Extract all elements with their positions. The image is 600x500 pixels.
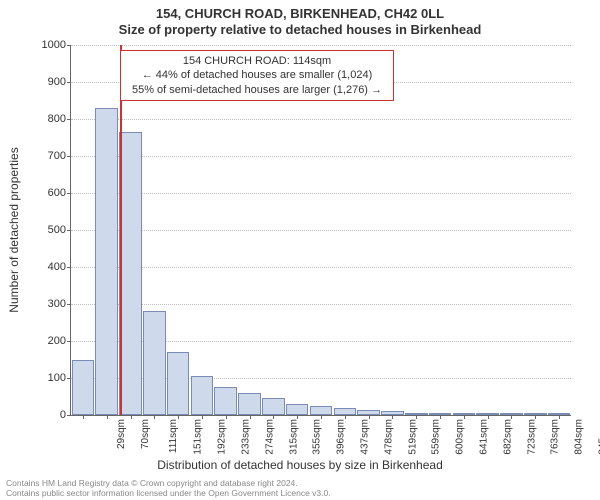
x-tick-label: 274sqm: [264, 419, 275, 455]
x-tick-label: 478sqm: [383, 419, 394, 455]
x-tick-label: 682sqm: [502, 419, 513, 455]
y-tick-mark: [67, 341, 71, 342]
histogram-bar: [191, 376, 214, 415]
x-tick-label: 723sqm: [526, 419, 537, 455]
x-tick-label: 29sqm: [116, 419, 127, 449]
x-tick-label: 519sqm: [407, 419, 418, 455]
histogram-bar: [72, 360, 95, 416]
y-tick-mark: [67, 193, 71, 194]
gridline: [71, 304, 571, 305]
histogram-bar: [238, 393, 261, 415]
gridline: [71, 119, 571, 120]
y-tick-mark: [67, 267, 71, 268]
histogram-bar: [167, 352, 190, 415]
x-tick-mark: [107, 415, 108, 419]
x-tick-label: 763sqm: [550, 419, 561, 455]
x-tick-mark: [83, 415, 84, 419]
y-tick-label: 900: [26, 76, 66, 88]
y-tick-label: 700: [26, 150, 66, 162]
x-tick-label: 192sqm: [217, 419, 228, 455]
title-line1: 154, CHURCH ROAD, BIRKENHEAD, CH42 0LL: [0, 6, 600, 21]
x-tick-label: 804sqm: [574, 419, 585, 455]
gridline: [71, 156, 571, 157]
y-axis-label: Number of detached properties: [7, 147, 21, 312]
x-tick-label: 70sqm: [140, 419, 151, 449]
annotation-line3: 55% of semi-detached houses are larger (…: [127, 83, 387, 97]
x-tick-label: 233sqm: [241, 419, 252, 455]
histogram-bar: [334, 408, 357, 415]
y-tick-mark: [67, 156, 71, 157]
y-tick-mark: [67, 82, 71, 83]
annotation-line2: ← 44% of detached houses are smaller (1,…: [127, 68, 387, 82]
y-tick-label: 500: [26, 224, 66, 236]
histogram-bar: [286, 404, 309, 415]
y-tick-mark: [67, 415, 71, 416]
x-tick-label: 396sqm: [336, 419, 347, 455]
footer-line2: Contains public sector information licen…: [6, 489, 331, 498]
histogram-bar: [214, 387, 237, 415]
histogram-bar: [310, 406, 333, 415]
y-tick-label: 200: [26, 335, 66, 347]
histogram-bar: [119, 132, 142, 415]
annotation-line1: 154 CHURCH ROAD: 114sqm: [127, 54, 387, 68]
y-tick-label: 1000: [26, 39, 66, 51]
y-tick-mark: [67, 45, 71, 46]
histogram-bar: [95, 108, 118, 415]
y-tick-mark: [67, 230, 71, 231]
y-tick-mark: [67, 378, 71, 379]
x-tick-label: 111sqm: [168, 419, 179, 453]
y-tick-label: 100: [26, 372, 66, 384]
y-tick-label: 600: [26, 187, 66, 199]
y-tick-mark: [67, 119, 71, 120]
x-tick-label: 641sqm: [479, 419, 490, 455]
histogram-bar: [262, 398, 285, 415]
gridline: [71, 193, 571, 194]
x-tick-mark: [154, 415, 155, 419]
histogram-bar: [143, 311, 166, 415]
x-tick-label: 600sqm: [455, 419, 466, 455]
x-tick-label: 315sqm: [288, 419, 299, 455]
footer: Contains HM Land Registry data © Crown c…: [6, 479, 331, 498]
annotation-box: 154 CHURCH ROAD: 114sqm ← 44% of detache…: [120, 50, 394, 101]
gridline: [71, 230, 571, 231]
x-axis-label: Distribution of detached houses by size …: [0, 458, 600, 472]
y-tick-label: 800: [26, 113, 66, 125]
y-tick-label: 300: [26, 298, 66, 310]
y-tick-mark: [67, 304, 71, 305]
y-tick-label: 0: [26, 409, 66, 421]
gridline: [71, 267, 571, 268]
chart-container: 154, CHURCH ROAD, BIRKENHEAD, CH42 0LL S…: [0, 0, 600, 500]
x-tick-mark: [131, 415, 132, 419]
y-tick-label: 400: [26, 261, 66, 273]
x-tick-label: 151sqm: [193, 419, 204, 455]
x-tick-label: 437sqm: [360, 419, 371, 455]
title-line2: Size of property relative to detached ho…: [0, 22, 600, 37]
gridline: [71, 45, 571, 46]
x-tick-label: 355sqm: [312, 419, 323, 455]
x-tick-label: 559sqm: [431, 419, 442, 455]
